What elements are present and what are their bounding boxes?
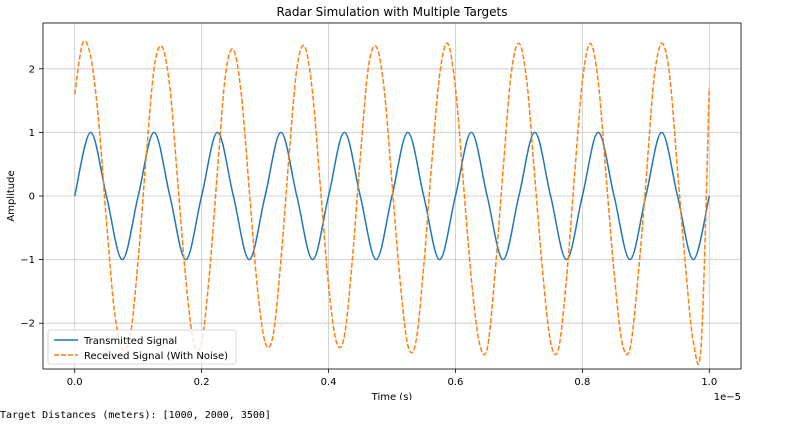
legend-label-received: Received Signal (With Noise) (84, 351, 228, 362)
chart-title: Radar Simulation with Multiple Targets (276, 5, 507, 19)
plot-lines (73, 40, 711, 366)
legend-box (47, 329, 237, 365)
x-tick-label: 1.0 (701, 377, 717, 388)
radar-chart: 0.0 0.2 0.4 0.6 0.8 1.0 −2 −1 0 1 2 Radar Simulati… (6, 5, 742, 400)
y-tick-label: 2 (29, 64, 35, 75)
y-tick-label: 0 (29, 192, 35, 203)
x-tick-label: 0.8 (574, 377, 590, 388)
x-tick-label: 0.6 (448, 377, 464, 388)
y-tick-label: −2 (20, 319, 35, 330)
x-tick-label: 0.4 (321, 377, 337, 388)
x-offset-label: 1e−5 (714, 392, 741, 400)
x-axis-label: Time (s) (371, 392, 413, 400)
axis-ticks: 0.0 0.2 0.4 0.6 0.8 1.0 −2 −1 0 1 2 (20, 64, 717, 388)
legend: Transmitted Signal Received Signal (With… (47, 329, 237, 365)
series-line-received (73, 40, 711, 366)
legend-label-transmitted: Transmitted Signal (83, 336, 177, 347)
x-tick-label: 0.2 (194, 377, 210, 388)
y-tick-label: 1 (29, 128, 35, 139)
cell-output-text: Target Distances (meters): [1000, 2000, … (0, 410, 271, 421)
y-tick-label: −1 (20, 255, 35, 266)
x-tick-label: 0.0 (67, 377, 83, 388)
y-axis-label: Amplitude (6, 170, 17, 221)
